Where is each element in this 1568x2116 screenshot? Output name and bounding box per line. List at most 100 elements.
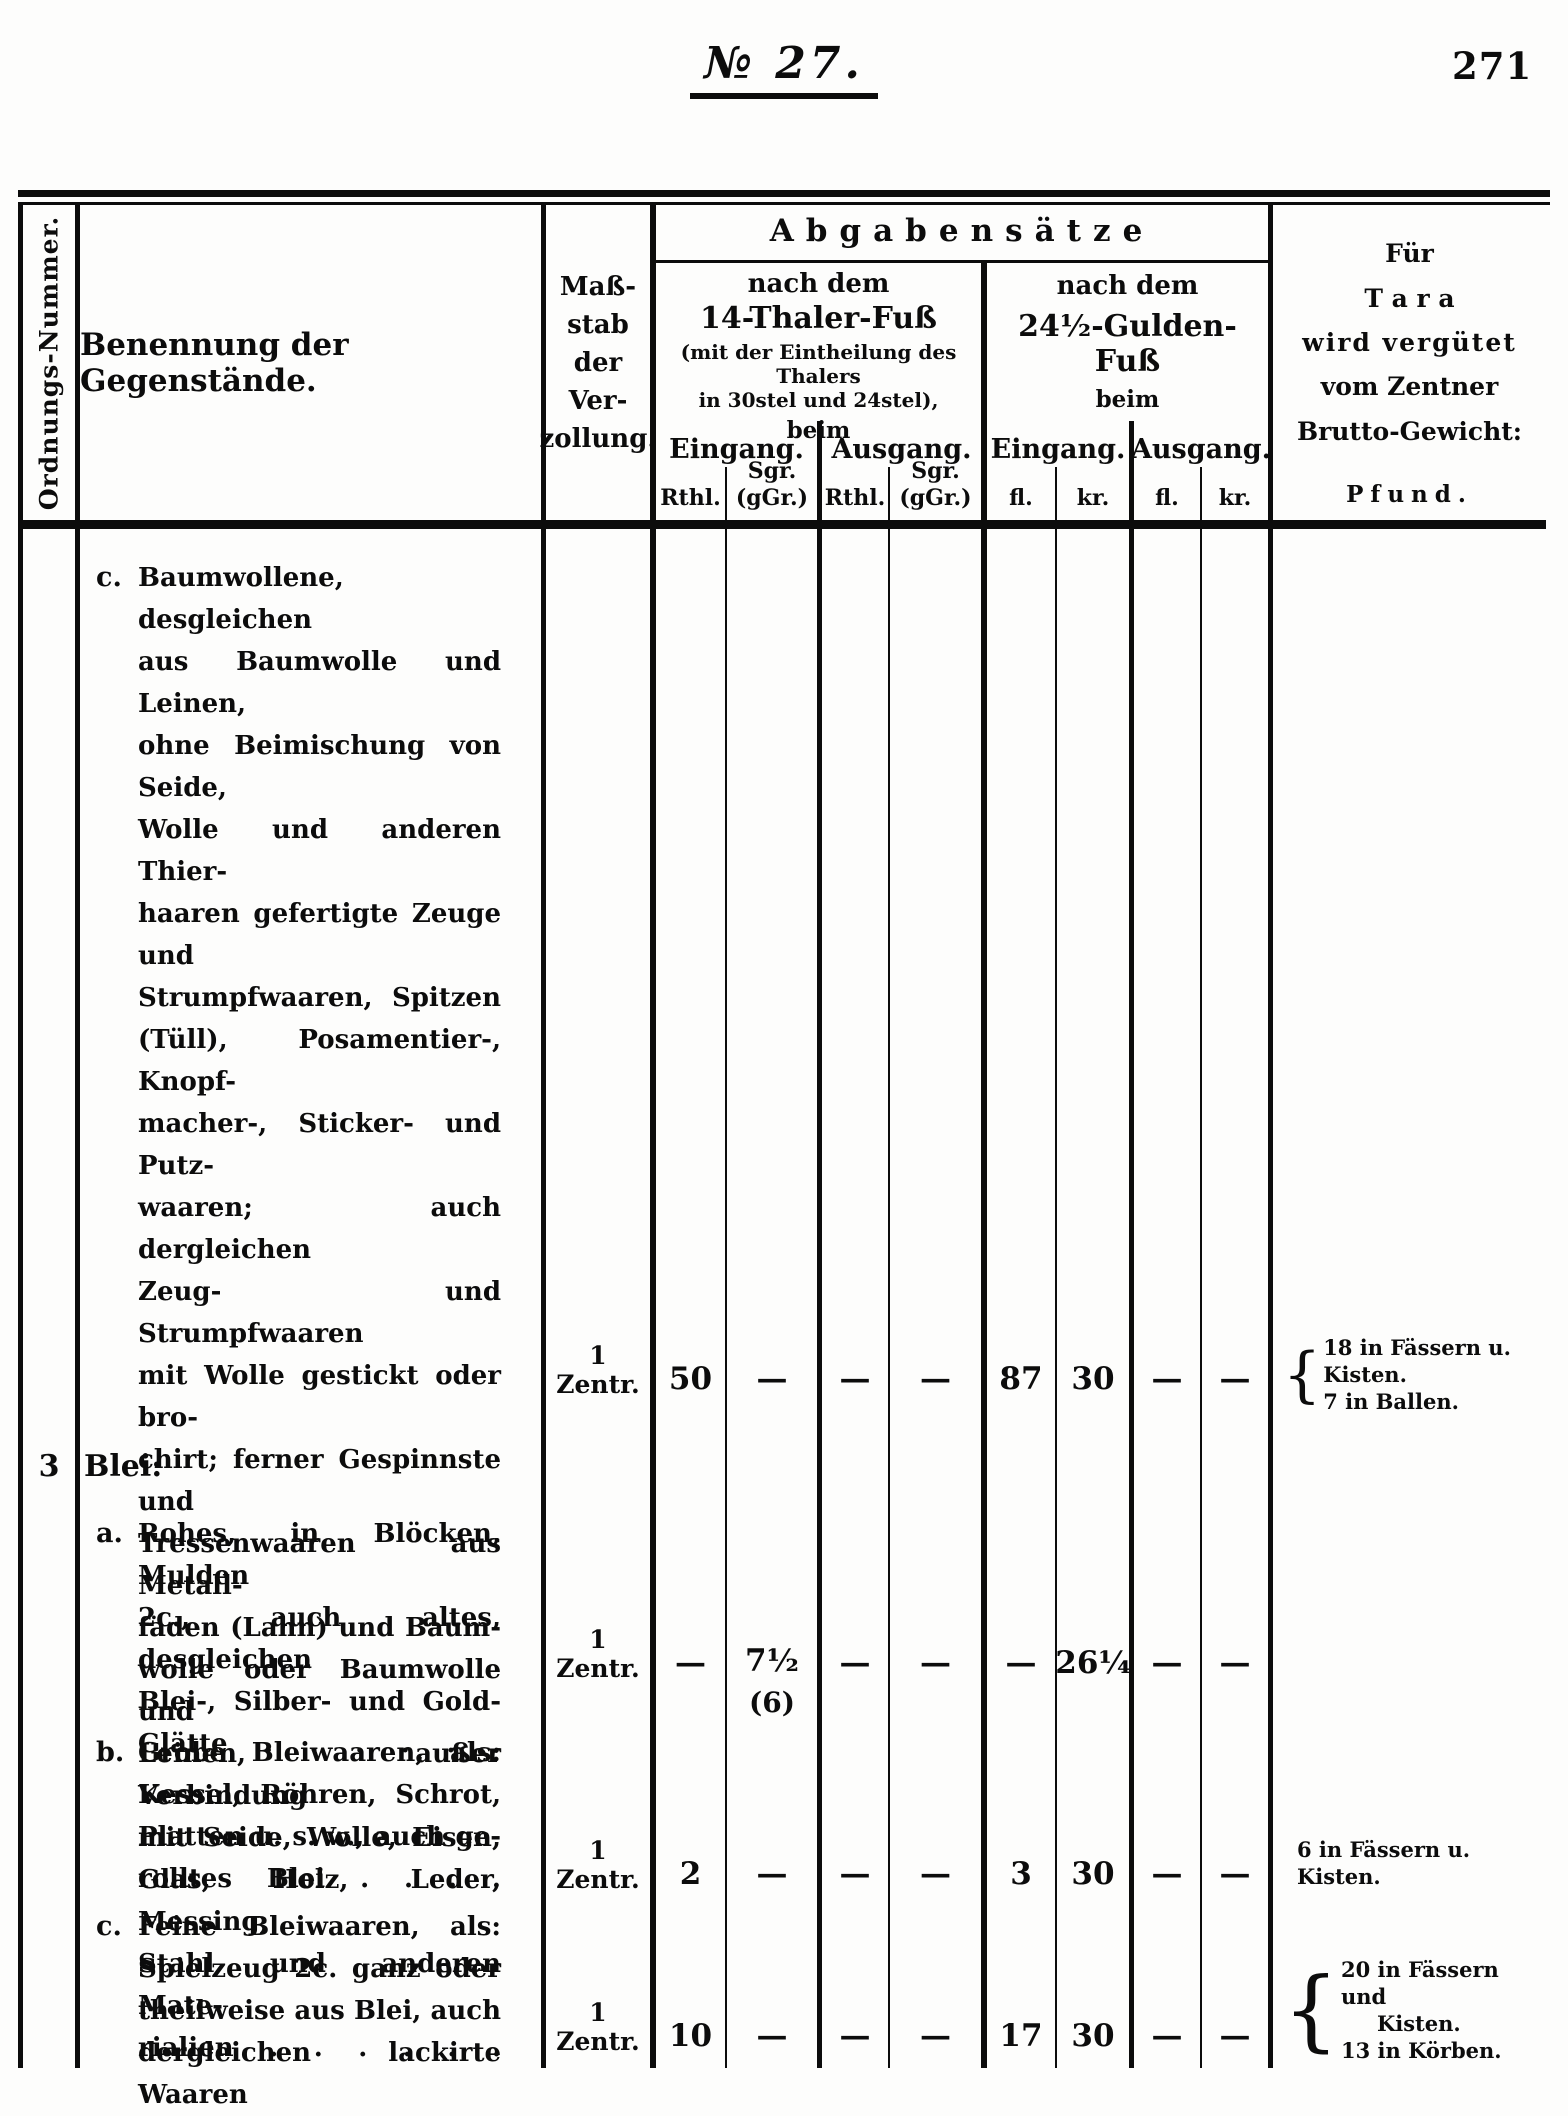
- unit-header-rthl-in: Rthl.: [650, 467, 725, 529]
- value: —: [1151, 1856, 1183, 1892]
- cell-massstab: 1 Zentr.: [541, 529, 650, 1433]
- value: —: [1151, 2018, 1183, 2054]
- value: 2: [679, 1856, 702, 1892]
- cell-kr-out: —: [1200, 529, 1268, 1433]
- column-header-ordnungsnummer: Ordnungs-Nummer.: [23, 205, 75, 529]
- value: —: [1219, 1361, 1251, 1397]
- subheader-ausgang-24: Ausgang.: [1129, 421, 1271, 467]
- unit-label: (gGr.): [735, 485, 809, 511]
- cell-fl-in: 3: [981, 1728, 1055, 1900]
- unit-label: Rthl.: [824, 485, 886, 511]
- tara-note-lines: 18 in Fässern u. Kisten. 7 in Ballen.: [1323, 1334, 1546, 1415]
- table-cell-empty: [817, 1433, 888, 1503]
- massstab-value: 1 Zentr.: [556, 1836, 640, 1894]
- table-cell-empty: [1200, 1433, 1268, 1503]
- value: —: [756, 1361, 788, 1397]
- table-cell-empty: [1268, 1433, 1546, 1503]
- unit-label: Rthl.: [660, 485, 721, 511]
- ordnungsnummer-rotated-label: Ordnungs-Nummer.: [34, 215, 64, 510]
- subheader-eingang-24: Eingang.: [981, 421, 1129, 467]
- group24-line: 24½-Gulden-Fuß: [1018, 308, 1237, 379]
- tara-note-line: 18 in Fässern u. Kisten.: [1323, 1335, 1511, 1387]
- cell-rthl-out: —: [817, 1900, 888, 2068]
- item-text: Feine Bleiwaaren, als: Spielzeug 2c. gan…: [138, 1912, 501, 2110]
- value: —: [839, 1856, 871, 1892]
- tara-note-line: 6 in Fässern u. Kisten.: [1297, 1837, 1471, 1889]
- tara-line: Für: [1385, 239, 1434, 269]
- group-header-24-gulden-fuss: nach dem 24½-Gulden-Fuß beim: [981, 263, 1268, 421]
- cell-sgr-out: —: [888, 529, 981, 1433]
- cell-sgr-in: 7½ (6): [725, 1503, 817, 1728]
- item-letter: c.: [96, 562, 122, 593]
- value: 10: [668, 2018, 713, 2054]
- cell-tara-note: { 20 in Fässern und Kisten. 13 in Körben…: [1268, 1900, 1546, 2068]
- cell-fl-out: —: [1129, 1728, 1200, 1900]
- cell-rthl-in: —: [650, 1503, 725, 1728]
- cell-massstab: 1 Zentr.: [541, 1503, 650, 1728]
- benennung-label: Benennung der Gegenstände.: [80, 326, 349, 399]
- cell-rthl-out: —: [817, 529, 888, 1433]
- cell-rthl-in: 50: [650, 529, 725, 1433]
- cell-sgr-in: —: [725, 1728, 817, 1900]
- value-subnote: (6): [749, 1686, 795, 1719]
- tara-note-line: 13 in Körben.: [1341, 2038, 1502, 2063]
- column-header-tara: Für T a r a wird vergütet vom Zentner Br…: [1268, 205, 1546, 467]
- table-cell-empty: [23, 1900, 75, 2068]
- value: —: [1219, 2018, 1251, 2054]
- unit-label: kr.: [1218, 485, 1252, 511]
- cell-sgr-in: —: [725, 1900, 817, 2068]
- value: 30: [1071, 1361, 1115, 1397]
- abgabensaetze-title: Abgabensätze: [769, 213, 1155, 249]
- value: —: [675, 1645, 706, 1681]
- cell-fl-out: —: [1129, 1503, 1200, 1728]
- group14-line: Thalers: [776, 364, 861, 388]
- column-header-abgabensaetze: Abgabensätze: [650, 205, 1268, 263]
- table-cell-empty: [888, 1433, 981, 1503]
- unit-header-pfund: Pfund.: [1268, 467, 1546, 529]
- unit-header-fl-out: fl.: [1129, 467, 1200, 529]
- cell-kr-out: —: [1200, 1503, 1268, 1728]
- value: —: [1005, 1645, 1037, 1681]
- tariff-table: Ordnungs-Nummer. Benennung der Gegenstän…: [18, 205, 1546, 2110]
- unit-label: (gGr.): [899, 485, 972, 511]
- cell-kr-in: 26¼: [1055, 1503, 1131, 1728]
- value: —: [1151, 1645, 1183, 1681]
- unit-header-fl-in: fl.: [981, 467, 1055, 529]
- tara-note-line: Kisten.: [1377, 2011, 1461, 2036]
- page-number: 271: [1452, 44, 1533, 88]
- unit-header-kr-in: kr.: [1055, 467, 1129, 529]
- unit-label: fl.: [1009, 485, 1033, 511]
- section-number: 3: [38, 1449, 60, 1484]
- value: 26¼: [1055, 1645, 1131, 1681]
- value: —: [839, 1645, 871, 1681]
- item-block: a. Rohes, in Blöcken, Mulden 2c., auch a…: [80, 1513, 541, 1765]
- value: —: [839, 2018, 871, 2054]
- cell-sgr-out: —: [888, 1728, 981, 1900]
- cell-kr-out: —: [1200, 1728, 1268, 1900]
- cell-fl-in: —: [981, 1503, 1055, 1728]
- value: —: [756, 2018, 788, 2054]
- massstab-value: 1 Zentr.: [556, 1625, 640, 1683]
- tara-note-line: 20 in Fässern und: [1341, 1957, 1499, 2009]
- unit-header-sgr-out: Sgr. (gGr.): [888, 458, 981, 529]
- massstab-value: 1 Zentr.: [556, 1341, 640, 1399]
- brace-glyph: {: [1283, 1339, 1322, 1410]
- massstab-label: Maß- stab der Ver- zollung.: [539, 271, 657, 454]
- cell-tara-note: 6 in Fässern u. Kisten.: [1268, 1728, 1546, 1900]
- masthead: № 27.: [0, 38, 1568, 99]
- cell-fl-in: 17: [981, 1900, 1055, 2068]
- cell-rthl-out: —: [817, 1728, 888, 1900]
- group14-line: 14-Thaler-Fuß: [700, 301, 937, 336]
- tara-note-group: { 20 in Fässern und Kisten. 13 in Körben…: [1283, 1956, 1546, 2064]
- table-cell-empty: [1055, 1433, 1129, 1503]
- value: —: [920, 2018, 951, 2054]
- item-block: c. Feine Bleiwaaren, als: Spielzeug 2c. …: [80, 1906, 541, 2116]
- eingang-label: Eingang.: [990, 434, 1126, 465]
- table-cell-empty: [1268, 1503, 1546, 1728]
- row-description-blei-c: c. Feine Bleiwaaren, als: Spielzeug 2c. …: [75, 1900, 541, 2110]
- cell-kr-in: 30: [1055, 1728, 1129, 1900]
- item-text: Grobe Bleiwaaren, als: Kessel, Röhren, S…: [138, 1738, 501, 1894]
- value: —: [1151, 1361, 1183, 1397]
- eingang-label: Eingang.: [669, 434, 804, 465]
